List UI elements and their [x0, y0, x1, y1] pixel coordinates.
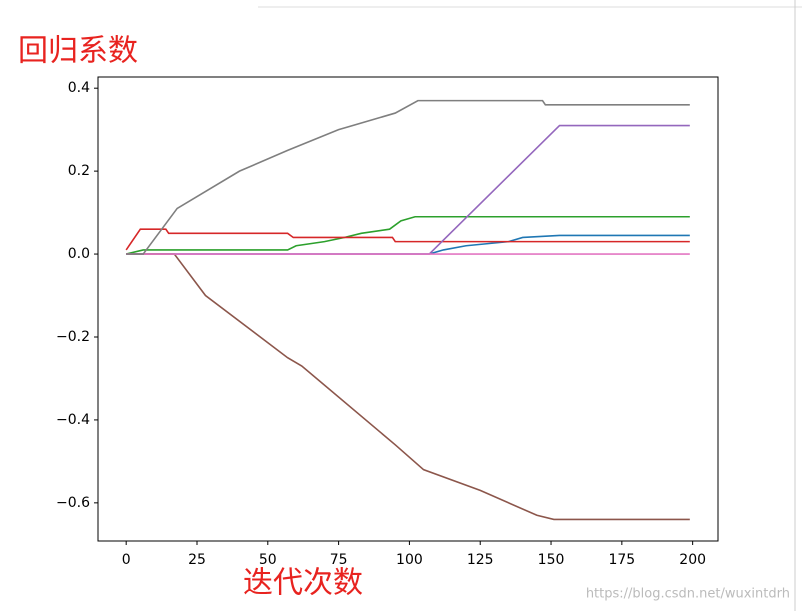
plot-frame: [97, 76, 719, 542]
x-tick-label: 25: [188, 552, 206, 568]
series-line: [126, 234, 690, 255]
y-tick-label: 0.4: [68, 80, 90, 96]
y-tick-label: −0.2: [56, 329, 90, 345]
y-tick-label: −0.4: [56, 412, 90, 428]
y-annotation: 回归系数: [18, 34, 138, 69]
series-line: [126, 99, 690, 255]
watermark: https://blog.csdn.net/wuxintdrh: [586, 587, 790, 602]
y-tick-label: 0.0: [68, 246, 90, 262]
x-tick-label: 175: [608, 552, 635, 568]
x-tick-label: 100: [396, 552, 423, 568]
x-annotation: 迭代次数: [243, 566, 363, 601]
series-line: [126, 253, 690, 521]
x-tick-label: 200: [679, 552, 706, 568]
series-line: [125, 228, 690, 251]
x-tick-label: 50: [259, 552, 277, 568]
x-tick-label: 150: [538, 552, 565, 568]
x-tick-label: 125: [467, 552, 494, 568]
x-tick-label: 0: [122, 552, 131, 568]
y-tick-label: 0.2: [68, 163, 90, 179]
y-tick-label: −0.6: [56, 495, 90, 511]
x-tick-label: 75: [330, 552, 348, 568]
